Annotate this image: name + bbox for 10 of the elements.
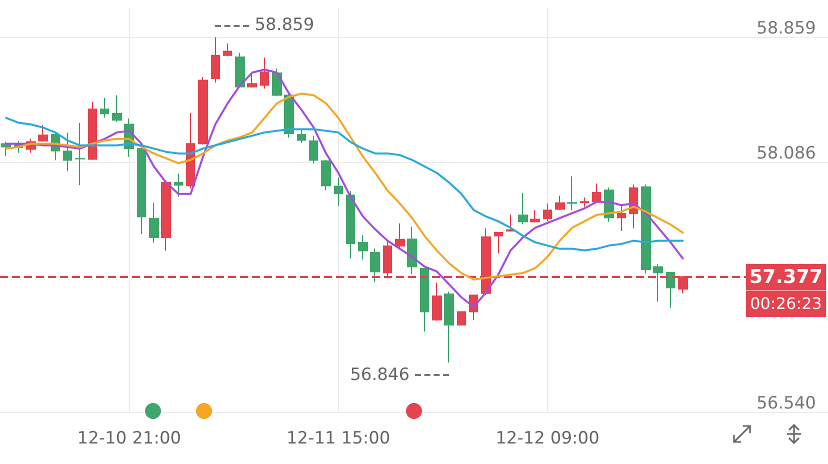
y-tick-label: 58.086 (756, 144, 816, 164)
x-tick-label: 12-10 21:00 (77, 428, 182, 448)
y-tick-label: 56.540 (756, 394, 816, 414)
text: 00:26:23 (749, 292, 823, 315)
y-tick-label: 58.859 (756, 18, 816, 39)
x-tick-label: 12-11 15:00 (286, 428, 390, 448)
x-tick-label: 12-12 09:00 (496, 428, 600, 448)
annotation: 56.846 (350, 364, 410, 385)
ref-line-label: 57.377 (746, 264, 826, 291)
annotation: 58.859 (254, 15, 314, 36)
